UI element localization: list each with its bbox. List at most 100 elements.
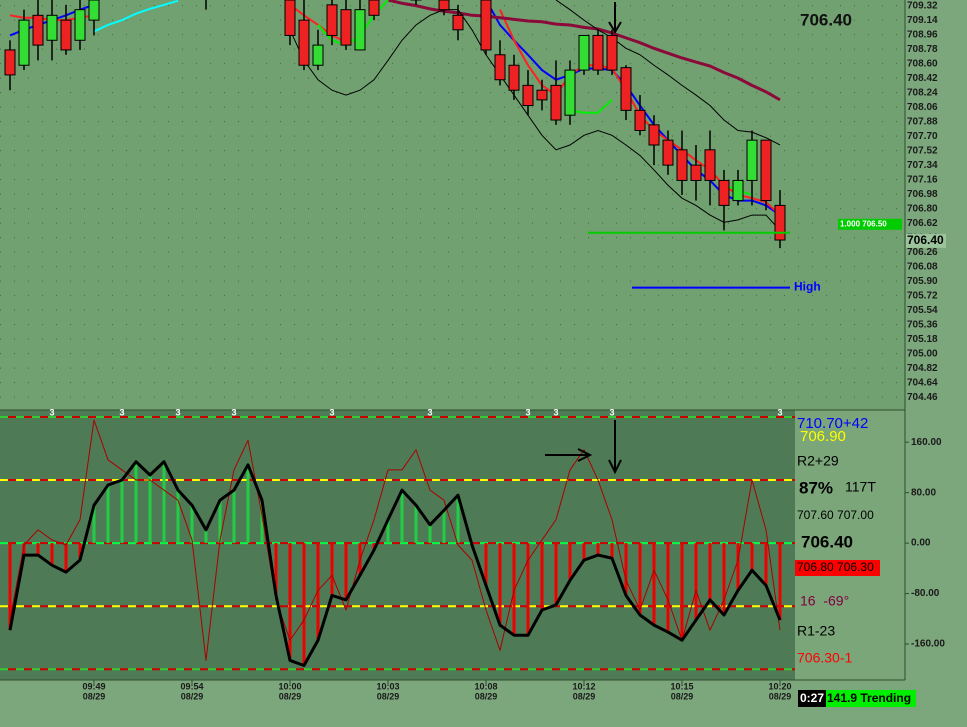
histogram-bar xyxy=(442,510,446,544)
histogram-bar xyxy=(232,490,236,544)
histogram-bar xyxy=(638,543,642,616)
candle-body xyxy=(340,9,352,46)
side-label-box xyxy=(795,560,880,576)
histogram-bar xyxy=(204,529,208,544)
annotation-layer: 709.32 709.14 708.96 708.78 708.60 708.42 708.… xyxy=(49,0,946,707)
candle-body xyxy=(634,109,646,131)
candle-body xyxy=(438,0,450,11)
x-tick-label: 09:54 xyxy=(180,681,203,691)
candle-body xyxy=(718,179,730,206)
status-box xyxy=(826,690,916,707)
candle-body xyxy=(88,0,100,21)
histogram-bar xyxy=(596,543,600,556)
x-tick-date: 08/29 xyxy=(671,691,694,701)
x-tick-label: 10:00 xyxy=(278,681,301,691)
status-time: 0:27 xyxy=(800,691,824,705)
x-tick-label: 10:20 xyxy=(768,681,791,691)
candle-body xyxy=(368,0,380,16)
histogram-bar xyxy=(498,543,502,626)
x-tick-date: 08/29 xyxy=(83,691,106,701)
candle-body xyxy=(648,124,660,146)
top-mark: 3 xyxy=(777,407,782,417)
histogram-bar xyxy=(680,543,684,641)
x-tick-date: 08/29 xyxy=(573,691,596,701)
histogram-bar xyxy=(526,543,530,636)
top-mark: 3 xyxy=(119,407,124,417)
candle-body xyxy=(18,19,30,66)
price-panel xyxy=(0,0,905,410)
histogram-bar xyxy=(106,485,110,544)
top-mark: 3 xyxy=(553,407,558,417)
oscillator-panel xyxy=(0,410,795,680)
status-text: 141.9 Trending xyxy=(827,691,911,705)
histogram-bar xyxy=(190,505,194,544)
y-tick-label: 160.00 xyxy=(911,437,942,448)
candle-body xyxy=(690,164,702,181)
histogram-bar xyxy=(764,543,768,586)
histogram-bar xyxy=(456,495,460,544)
oscillator-line xyxy=(8,460,782,667)
y-tick-label: 80.00 xyxy=(911,487,936,498)
histogram-bar xyxy=(134,461,138,544)
y-tick-label: 706.62 xyxy=(907,218,938,229)
histogram-bar xyxy=(652,543,656,626)
y-tick-label: 707.16 xyxy=(907,174,938,185)
histogram-bar xyxy=(428,524,432,544)
y-tick-label: 707.52 xyxy=(907,145,938,156)
top-mark: 3 xyxy=(231,407,236,417)
y-tick-label: 706.26 xyxy=(907,247,938,258)
histogram-bar xyxy=(22,543,26,556)
candle-body xyxy=(452,14,464,31)
histogram-bar xyxy=(120,480,124,544)
histogram-bar xyxy=(176,490,180,544)
level-label: High xyxy=(794,280,821,294)
candle-body xyxy=(480,0,492,51)
oscillator-info-panel xyxy=(795,410,905,680)
y-tick-label: 708.06 xyxy=(907,102,938,113)
histogram-bar xyxy=(400,490,404,544)
candle-body xyxy=(4,49,16,76)
histogram-bar xyxy=(218,500,222,544)
histogram-bar xyxy=(64,543,68,573)
y-tick-label: -80.00 xyxy=(911,588,940,599)
histogram-bar xyxy=(162,461,166,544)
histogram-bar xyxy=(148,474,152,544)
histogram-bar xyxy=(246,464,250,544)
candle-body xyxy=(312,44,324,66)
arrow xyxy=(608,420,622,475)
side-label: 706.80 706.30 xyxy=(797,560,874,574)
x-tick-label: 10:15 xyxy=(670,681,693,691)
price-layer xyxy=(0,0,905,398)
candle-body xyxy=(564,69,576,116)
histogram-bar xyxy=(540,543,544,610)
y-tick-label: 0.00 xyxy=(911,538,931,549)
histogram-bar xyxy=(414,505,418,544)
y-tick-label: 708.78 xyxy=(907,44,938,55)
candle-body xyxy=(578,34,590,71)
y-tick-label: 704.82 xyxy=(907,363,938,374)
oscillator-layer xyxy=(0,415,795,671)
oscillator-line xyxy=(9,419,781,661)
side-label: 706.30-1 xyxy=(797,650,852,666)
histogram-bar xyxy=(750,543,754,571)
histogram-bar xyxy=(666,543,670,633)
side-label: 707.60 707.00 xyxy=(797,508,874,522)
x-tick-label: 10:12 xyxy=(572,681,595,691)
side-label: R2+29 xyxy=(797,453,839,469)
y-tick-label: 706.98 xyxy=(907,189,938,200)
arrow xyxy=(545,448,593,462)
candle-body xyxy=(536,89,548,101)
histogram-bar xyxy=(78,543,82,561)
candle-body xyxy=(74,9,86,41)
y-tick-label: 705.90 xyxy=(907,276,938,287)
histogram-bar xyxy=(8,543,12,631)
side-label: 706.90 xyxy=(800,428,846,445)
histogram-bar xyxy=(302,543,306,666)
y-tick-label: 704.46 xyxy=(907,392,938,403)
candle-body xyxy=(592,34,604,71)
candle-body xyxy=(32,14,44,46)
current-price-label: 706.40 xyxy=(907,233,944,247)
top-mark: 3 xyxy=(49,407,54,417)
